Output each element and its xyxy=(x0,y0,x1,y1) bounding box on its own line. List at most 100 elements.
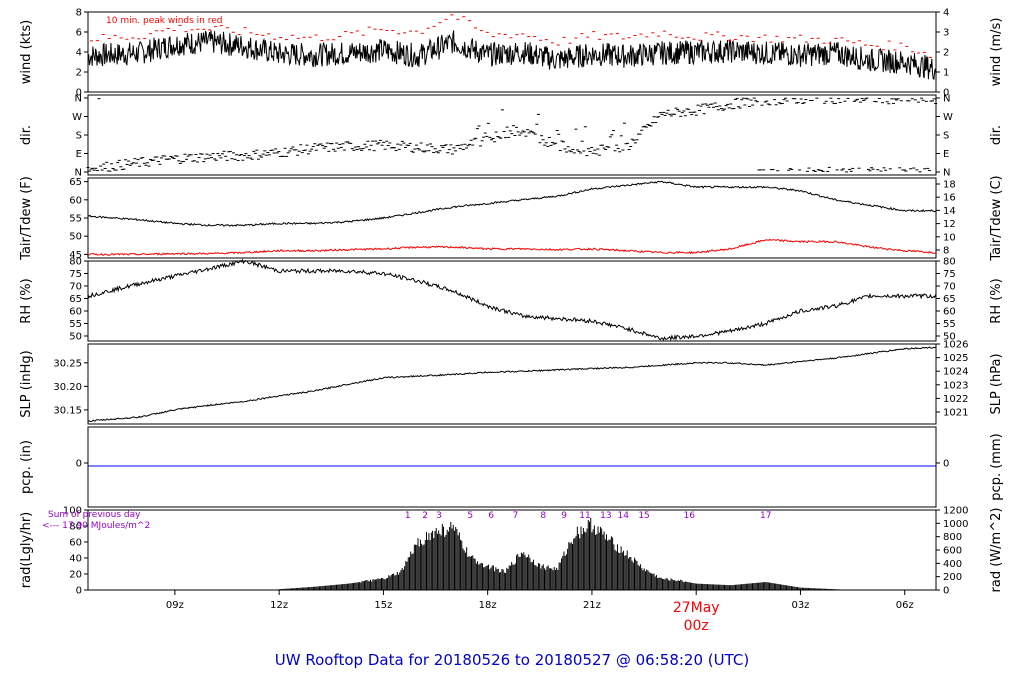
left-tick-label-wind: 4 xyxy=(76,48,82,59)
hour-mark: 17 xyxy=(760,511,771,521)
hour-mark: 7 xyxy=(513,511,519,521)
hour-mark: 13 xyxy=(600,511,611,521)
panel-frame-slp xyxy=(87,343,937,425)
right-tick-label-dir: W xyxy=(943,112,953,123)
right-tick-label-slp: 1023 xyxy=(943,380,968,391)
x-tick-label: 03z xyxy=(791,600,809,611)
hour-mark: 15 xyxy=(638,511,649,521)
left-tick-label-temp: 55 xyxy=(69,214,82,225)
right-tick-label-temp: 12 xyxy=(943,219,956,230)
left-tick-label-slp: 30.15 xyxy=(53,405,82,416)
left-axis-label-temp: Tair/Tdew (F) xyxy=(19,176,34,261)
left-tick-label-slp: 30.20 xyxy=(53,382,82,393)
left-tick-label-wind: 8 xyxy=(76,8,82,19)
series-tdew xyxy=(88,238,936,256)
left-axis-label-rh: RH (%) xyxy=(19,278,34,323)
right-tick-label-slp: 1022 xyxy=(943,394,968,405)
panel-pcp: pcp. (in) pcp. (mm) 0 0 xyxy=(19,426,1004,508)
left-tick-label-pcp: 0 xyxy=(76,459,82,470)
left-tick-label-slp: 30.25 xyxy=(53,358,82,369)
x-tick-label: 12z xyxy=(270,600,288,611)
left-tick-label-rad: 20 xyxy=(69,570,82,581)
right-axis-label-wind: wind (m/s) xyxy=(989,18,1004,87)
right-tick-label-rad: 800 xyxy=(943,532,962,543)
right-axis-label-dir: dir. xyxy=(989,125,1004,145)
right-tick-label-wind: 2 xyxy=(943,48,949,59)
right-tick-label-rh: 60 xyxy=(943,307,956,318)
panel-wind: wind (kts) wind (m/s) 0 2 4 6 8 0 1 2 3 4 10 min. pe… xyxy=(19,8,1004,99)
right-axis-label-rad: rad (W/m^2) xyxy=(989,508,1004,593)
left-axis-label-wind: wind (kts) xyxy=(19,20,34,84)
right-tick-label-temp: 16 xyxy=(943,193,956,204)
x-tick-label: 06z xyxy=(896,600,914,611)
hour-mark: 1 xyxy=(405,511,411,521)
panel-frame-dir xyxy=(87,94,937,176)
left-axis-label-slp: SLP (inHg) xyxy=(19,350,34,418)
right-tick-label-temp: 18 xyxy=(943,180,956,191)
left-tick-label-dir: N xyxy=(75,168,82,179)
panel-rad: rad(Lgly/hr) rad (W/m^2)02040608010002004… xyxy=(19,506,1004,597)
panel-frame-temp xyxy=(87,177,937,259)
left-tick-label-rad: 60 xyxy=(69,538,82,549)
chart-title: UW Rooftop Data for 20180526 to 20180527… xyxy=(275,651,749,669)
right-tick-label-wind: 0 xyxy=(943,88,949,99)
left-tick-label-dir: N xyxy=(75,94,82,105)
right-tick-label-slp: 1025 xyxy=(943,353,968,364)
hour-mark: 11 xyxy=(579,511,590,521)
right-tick-label-rad: 200 xyxy=(943,572,962,583)
right-tick-label-dir: S xyxy=(943,131,949,142)
x-tick-label: 09z xyxy=(166,600,184,611)
left-tick-label-rh: 50 xyxy=(69,332,82,343)
left-tick-label-temp: 50 xyxy=(69,232,82,243)
right-tick-label-dir: E xyxy=(943,149,949,160)
right-tick-label-temp: 8 xyxy=(943,246,949,257)
series-slp xyxy=(87,346,936,423)
hour-mark: 3 xyxy=(436,511,442,521)
right-axis-label-rh: RH (%) xyxy=(989,278,1004,323)
left-tick-label-wind: 0 xyxy=(76,88,82,99)
right-tick-label-rh: 55 xyxy=(943,319,956,330)
left-tick-label-rad: 100 xyxy=(63,506,82,517)
right-axis-label-pcp: pcp. (mm) xyxy=(989,433,1004,500)
right-tick-label-dir: N xyxy=(943,94,950,105)
hour-mark: 2 xyxy=(422,511,428,521)
left-tick-label-dir: S xyxy=(76,131,82,142)
left-tick-label-rh: 70 xyxy=(69,282,82,293)
left-tick-label-rh: 75 xyxy=(69,269,82,280)
left-tick-label-rad: 40 xyxy=(69,554,82,565)
hour-mark: 16 xyxy=(684,511,696,521)
panel-slp: SLP (inHg) SLP (hPa) 30.15 30.20 30.25 1021 10… xyxy=(19,340,1004,425)
left-tick-label-dir: W xyxy=(72,112,82,123)
panel-temp: Tair/Tdew (F) Tair/Tdew (C) 45 50 55 60 65 8 10 1… xyxy=(19,175,1004,261)
left-tick-label-wind: 2 xyxy=(76,68,82,79)
right-tick-label-slp: 1021 xyxy=(943,408,968,419)
x-date-label: 27May xyxy=(673,600,720,616)
left-tick-label-rh: 80 xyxy=(69,257,82,268)
right-tick-label-rh: 80 xyxy=(943,257,956,268)
left-axis-label-dir: dir. xyxy=(19,125,34,145)
right-tick-label-wind: 1 xyxy=(943,68,949,79)
right-axis-label-temp: Tair/Tdew (C) xyxy=(989,175,1004,261)
hour-mark: 5 xyxy=(467,511,473,521)
right-tick-label-rad: 400 xyxy=(943,559,962,570)
series-tair xyxy=(87,180,936,227)
series-wind xyxy=(87,30,937,80)
hour-mark: 6 xyxy=(488,511,494,521)
right-tick-label-wind: 3 xyxy=(943,28,949,39)
right-tick-label-temp: 10 xyxy=(943,232,956,243)
right-tick-label-rad: 0 xyxy=(943,586,949,597)
x-date-sub-label: 00z xyxy=(684,618,709,634)
left-tick-label-wind: 6 xyxy=(76,28,82,39)
right-tick-label-wind: 4 xyxy=(943,8,949,19)
right-tick-label-rh: 75 xyxy=(943,269,956,280)
left-axis-label-pcp: pcp. (in) xyxy=(19,440,34,494)
left-tick-label-rh: 60 xyxy=(69,307,82,318)
panel-frame-rh xyxy=(87,260,937,342)
left-axis-label-rad: rad(Lgly/hr) xyxy=(19,512,34,588)
hour-mark: 14 xyxy=(617,511,629,521)
left-tick-label-rh: 65 xyxy=(69,294,82,305)
left-tick-label-temp: 65 xyxy=(69,177,82,188)
